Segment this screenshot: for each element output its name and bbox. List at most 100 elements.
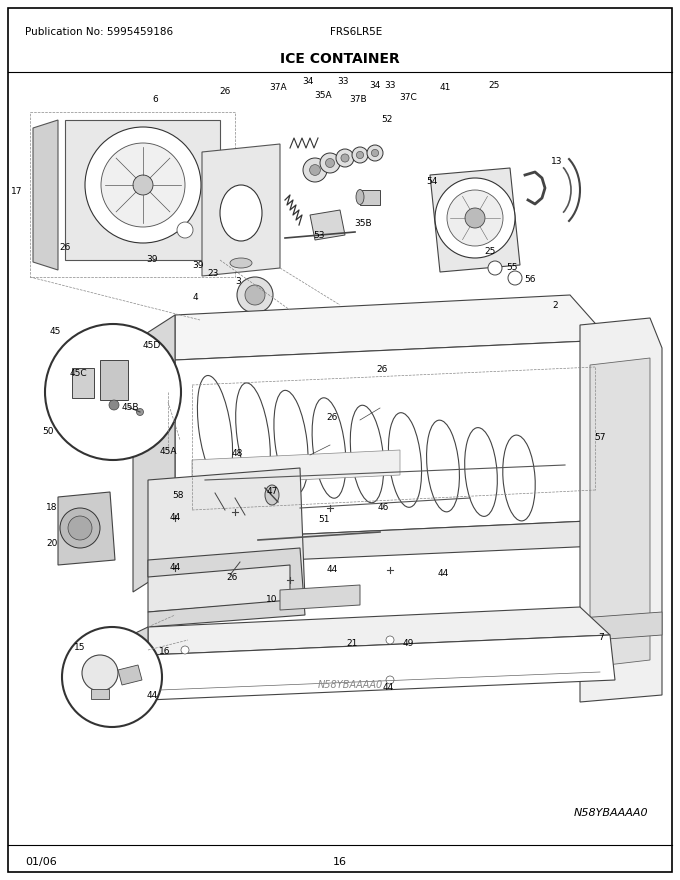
Polygon shape: [175, 295, 610, 360]
Circle shape: [85, 127, 201, 243]
Circle shape: [181, 646, 189, 654]
Circle shape: [435, 178, 515, 258]
Text: 49: 49: [403, 639, 413, 648]
Circle shape: [320, 153, 340, 173]
Text: 37A: 37A: [269, 84, 287, 92]
Text: 23: 23: [207, 268, 219, 277]
Text: 58: 58: [172, 490, 184, 500]
Text: 51: 51: [318, 516, 330, 524]
Text: 44: 44: [169, 562, 181, 571]
Text: 44: 44: [326, 566, 338, 575]
Text: 3: 3: [235, 277, 241, 287]
Text: 25: 25: [488, 80, 500, 90]
Circle shape: [386, 636, 394, 644]
Polygon shape: [133, 315, 175, 592]
Bar: [360, 190, 380, 205]
Text: 26: 26: [220, 87, 231, 97]
Text: 44: 44: [169, 512, 181, 522]
Text: 15: 15: [74, 643, 86, 652]
Bar: [30, 112, 235, 277]
Polygon shape: [580, 318, 662, 702]
Text: 44: 44: [437, 568, 449, 577]
Circle shape: [137, 408, 143, 415]
Circle shape: [488, 261, 502, 275]
Polygon shape: [125, 627, 148, 711]
Polygon shape: [148, 607, 610, 655]
Text: 35B: 35B: [354, 218, 372, 228]
Text: 6: 6: [152, 96, 158, 105]
Ellipse shape: [265, 485, 279, 505]
Circle shape: [68, 516, 92, 540]
Text: 52: 52: [381, 115, 392, 124]
Polygon shape: [118, 665, 142, 685]
Circle shape: [62, 627, 162, 727]
Polygon shape: [148, 635, 615, 700]
Polygon shape: [280, 585, 360, 610]
Text: 2: 2: [552, 300, 558, 310]
Text: 16: 16: [333, 857, 347, 867]
Text: 48: 48: [231, 449, 243, 458]
Text: N58YBAAAA0: N58YBAAAA0: [318, 680, 383, 690]
Polygon shape: [58, 492, 115, 565]
Text: 26: 26: [59, 244, 71, 253]
Bar: [100, 360, 128, 400]
Text: 56: 56: [524, 275, 536, 284]
Text: 13: 13: [551, 158, 563, 166]
Text: Publication No: 5995459186: Publication No: 5995459186: [25, 27, 173, 37]
Text: 46: 46: [377, 502, 389, 511]
Circle shape: [356, 151, 364, 158]
Polygon shape: [33, 120, 58, 270]
Text: 33: 33: [337, 77, 349, 86]
Circle shape: [82, 655, 118, 691]
Text: 37C: 37C: [399, 93, 417, 102]
Text: 35A: 35A: [314, 92, 332, 100]
Text: 37B: 37B: [350, 94, 367, 104]
Text: 53: 53: [313, 231, 325, 239]
Circle shape: [371, 150, 379, 157]
Circle shape: [386, 676, 394, 684]
Text: 10: 10: [267, 596, 277, 605]
Text: 44: 44: [146, 691, 158, 700]
Text: 45A: 45A: [159, 448, 177, 457]
Text: 45B: 45B: [121, 402, 139, 412]
Text: 33: 33: [384, 82, 396, 91]
Circle shape: [309, 165, 320, 175]
Text: 26: 26: [226, 573, 238, 582]
Ellipse shape: [220, 185, 262, 241]
Polygon shape: [202, 144, 280, 276]
Text: 21: 21: [346, 639, 358, 648]
Text: 17: 17: [12, 187, 22, 196]
Polygon shape: [148, 548, 305, 627]
Circle shape: [101, 143, 185, 227]
Circle shape: [465, 208, 485, 228]
Text: 34: 34: [369, 82, 381, 91]
Text: 54: 54: [426, 177, 438, 186]
Circle shape: [60, 508, 100, 548]
Text: 7: 7: [598, 634, 604, 642]
Polygon shape: [65, 120, 220, 260]
Circle shape: [237, 277, 273, 313]
Circle shape: [352, 147, 368, 163]
Polygon shape: [590, 358, 650, 667]
Circle shape: [45, 324, 181, 460]
Text: 34: 34: [303, 77, 313, 86]
Text: 45C: 45C: [69, 369, 87, 378]
Polygon shape: [192, 450, 400, 485]
Circle shape: [245, 285, 265, 305]
Circle shape: [336, 149, 354, 167]
Text: 16: 16: [159, 648, 171, 656]
Circle shape: [447, 190, 503, 246]
Text: 41: 41: [439, 84, 451, 92]
Text: 47: 47: [267, 488, 277, 496]
Text: N58YBAAAA0: N58YBAAAA0: [573, 808, 648, 818]
Text: 25: 25: [484, 247, 496, 256]
Text: 55: 55: [506, 263, 517, 273]
Text: 39: 39: [146, 255, 158, 265]
Text: 26: 26: [326, 414, 338, 422]
Text: FRS6LR5E: FRS6LR5E: [330, 27, 382, 37]
Polygon shape: [430, 168, 520, 272]
Circle shape: [367, 145, 383, 161]
Circle shape: [326, 158, 335, 167]
Circle shape: [133, 175, 153, 195]
Text: 50: 50: [42, 428, 54, 436]
